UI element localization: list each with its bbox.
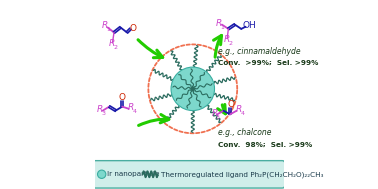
Text: 1: 1 <box>221 25 225 30</box>
Circle shape <box>171 67 214 111</box>
Text: R: R <box>236 105 242 114</box>
FancyBboxPatch shape <box>93 161 285 188</box>
Text: R: R <box>97 105 103 114</box>
Text: R: R <box>224 35 230 44</box>
Text: e.g., chalcone: e.g., chalcone <box>218 128 272 137</box>
Text: O: O <box>130 24 137 33</box>
Text: R: R <box>128 103 135 112</box>
Text: R: R <box>102 21 108 30</box>
Text: 2: 2 <box>113 45 118 50</box>
Text: O: O <box>227 100 234 109</box>
Text: e.g., cinnamaldehyde: e.g., cinnamaldehyde <box>218 46 301 56</box>
Text: Conv.  >99%;  Sel. >99%: Conv. >99%; Sel. >99% <box>218 60 319 66</box>
Text: Conv.  98%;  Sel. >99%: Conv. 98%; Sel. >99% <box>218 142 313 148</box>
Text: 3: 3 <box>216 115 220 120</box>
Text: 4: 4 <box>241 112 245 116</box>
Text: 1: 1 <box>106 27 110 32</box>
Circle shape <box>98 170 106 178</box>
Text: Thermoregulated ligand Ph₂P(CH₂CH₂O)₂₂CH₃: Thermoregulated ligand Ph₂P(CH₂CH₂O)₂₂CH… <box>161 171 323 177</box>
Text: 3: 3 <box>102 111 105 116</box>
Text: O: O <box>119 93 126 102</box>
Text: R: R <box>109 39 115 48</box>
Text: R: R <box>216 19 222 28</box>
Text: 4: 4 <box>133 109 137 115</box>
Text: Ir nanoparticle: Ir nanoparticle <box>107 171 160 177</box>
Text: 2: 2 <box>228 42 232 46</box>
Text: R: R <box>211 109 218 118</box>
Text: OH: OH <box>243 21 257 30</box>
